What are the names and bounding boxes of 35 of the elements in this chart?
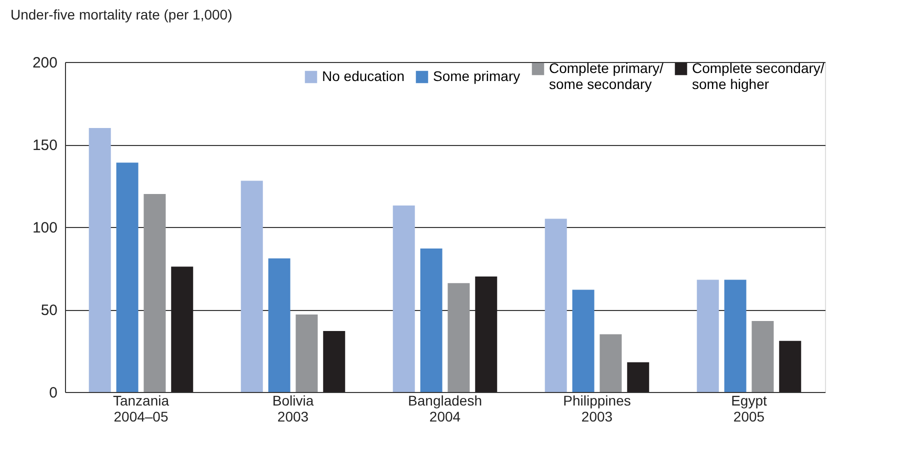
bar — [268, 258, 290, 392]
y-tick-label: 0 — [49, 384, 58, 402]
bar — [572, 290, 594, 392]
legend-label: No education — [322, 68, 405, 84]
bar — [116, 162, 138, 392]
bar — [323, 330, 346, 392]
bar — [420, 248, 442, 392]
bar — [296, 314, 318, 392]
legend-label: Complete primary/ some secondary — [549, 60, 664, 92]
bar — [600, 334, 622, 392]
legend-label: Complete secondary/ some higher — [692, 60, 824, 92]
x-tick-label: Tanzania 2004–05 — [112, 392, 170, 424]
bar — [475, 276, 498, 392]
bar — [240, 180, 263, 392]
bar — [544, 218, 567, 392]
x-tick-label: Bangladesh 2004 — [408, 392, 482, 424]
bar — [88, 128, 111, 392]
y-tick-label: 50 — [40, 302, 58, 319]
y-tick-label: 100 — [32, 220, 58, 236]
legend-label: Some primary — [433, 68, 520, 84]
x-tick-label: Bolivia 2003 — [272, 392, 314, 424]
bar — [144, 194, 166, 392]
bar — [627, 362, 650, 392]
bar — [696, 280, 719, 392]
bar — [724, 280, 746, 392]
bar — [779, 340, 802, 392]
y-tick-label: 150 — [32, 137, 58, 154]
y-tick-label: 200 — [32, 54, 58, 72]
bar — [752, 321, 774, 392]
bar — [392, 206, 415, 392]
bar — [448, 283, 470, 392]
x-tick-label: Egypt 2005 — [731, 392, 768, 424]
x-tick-label: Philippines 2003 — [563, 392, 631, 424]
y-axis-title: Under-five mortality rate (per 1,000) — [10, 6, 232, 22]
bar — [171, 266, 194, 392]
